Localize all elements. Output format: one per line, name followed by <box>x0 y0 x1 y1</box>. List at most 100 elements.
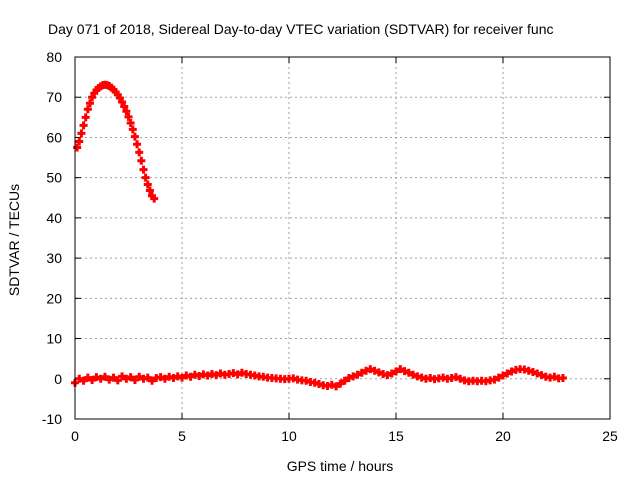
data-point <box>374 368 383 377</box>
x-tick-label: 0 <box>71 428 79 444</box>
data-point <box>383 371 392 380</box>
y-axis-label: SDTVAR / TECUs <box>6 184 22 296</box>
data-point <box>327 380 336 389</box>
data-point <box>332 382 341 391</box>
data-point <box>203 371 212 380</box>
data-point <box>137 156 146 165</box>
data-point <box>118 372 127 381</box>
data-point <box>490 375 499 384</box>
y-tick-labels: -10 0 10 20 30 40 50 60 70 80 <box>42 49 62 427</box>
data-point <box>392 367 400 376</box>
data-point <box>212 371 221 380</box>
data-point <box>85 99 94 108</box>
data-point <box>503 369 512 378</box>
data-point <box>135 372 144 381</box>
data-point <box>128 125 137 134</box>
data-point <box>451 373 460 382</box>
series-near-zero <box>71 365 567 391</box>
data-point <box>357 368 366 377</box>
y-tick-label: 60 <box>46 129 62 145</box>
data-point <box>118 98 127 107</box>
data-point <box>156 373 165 382</box>
data-point <box>124 112 133 121</box>
y-tick-label: 50 <box>46 170 62 186</box>
y-tick-label: 80 <box>46 49 62 65</box>
chart-title: Day 071 of 2018, Sidereal Day-to-day VTE… <box>48 21 554 37</box>
data-point <box>178 373 186 382</box>
gridlines <box>74 56 611 420</box>
data-point <box>143 180 152 189</box>
data-point <box>558 373 567 382</box>
x-tick-label: 5 <box>178 428 186 444</box>
data-point <box>122 107 131 116</box>
data-point <box>75 374 84 383</box>
data-point <box>83 105 92 114</box>
data-point <box>533 369 542 378</box>
data-point <box>79 376 88 385</box>
data-point <box>96 374 105 383</box>
data-point <box>160 374 169 383</box>
x-tick-label: 15 <box>388 428 404 444</box>
data-point <box>499 371 507 380</box>
data-point <box>148 376 157 385</box>
data-point <box>370 366 379 375</box>
data-point <box>109 373 118 382</box>
x-tick-labels: 0 5 10 15 20 25 <box>71 428 618 444</box>
data-point <box>83 373 92 382</box>
data-point <box>550 372 559 381</box>
data-point <box>362 366 371 375</box>
data-markers <box>71 80 567 391</box>
x-tick-label: 10 <box>281 428 297 444</box>
data-point <box>133 140 142 149</box>
data-point <box>366 365 375 374</box>
y-tick-label: 0 <box>54 371 62 387</box>
data-point <box>73 143 82 152</box>
data-point <box>105 375 114 384</box>
data-point <box>537 371 546 380</box>
data-point <box>195 371 204 380</box>
data-point <box>126 373 135 382</box>
data-point <box>507 367 516 376</box>
data-point <box>79 121 88 130</box>
x-tick-label: 20 <box>495 428 511 444</box>
data-point <box>120 102 129 111</box>
data-point <box>143 373 152 382</box>
data-point <box>396 365 405 374</box>
data-point <box>150 194 159 203</box>
data-point <box>88 375 97 384</box>
data-point <box>92 373 101 382</box>
data-point <box>100 372 109 381</box>
y-tick-label: 20 <box>46 290 62 306</box>
data-point <box>126 118 135 127</box>
data-point <box>141 173 150 182</box>
data-point <box>186 372 195 381</box>
data-point <box>494 373 503 382</box>
x-axis-label: GPS time / hours <box>287 458 394 474</box>
y-tick-label: 30 <box>46 250 62 266</box>
data-point <box>387 369 396 378</box>
data-point <box>81 113 90 122</box>
data-point <box>340 376 349 385</box>
data-point <box>75 137 84 146</box>
y-tick-label: -10 <box>42 411 62 427</box>
data-point <box>122 374 131 383</box>
data-point <box>139 165 148 174</box>
data-point <box>400 367 409 376</box>
data-point <box>404 368 413 377</box>
data-point <box>456 374 465 383</box>
data-point <box>130 375 139 384</box>
data-point <box>169 373 178 382</box>
data-point <box>336 379 345 388</box>
data-point <box>344 373 353 382</box>
series-high-arc <box>73 80 159 203</box>
data-point <box>353 370 362 379</box>
x-tick-label: 25 <box>602 428 618 444</box>
data-point <box>409 370 418 379</box>
data-point <box>113 376 122 385</box>
data-point <box>349 372 358 381</box>
plot-frame <box>74 56 611 420</box>
data-point <box>130 132 139 141</box>
y-tick-label: 10 <box>46 331 62 347</box>
data-point <box>528 367 537 376</box>
